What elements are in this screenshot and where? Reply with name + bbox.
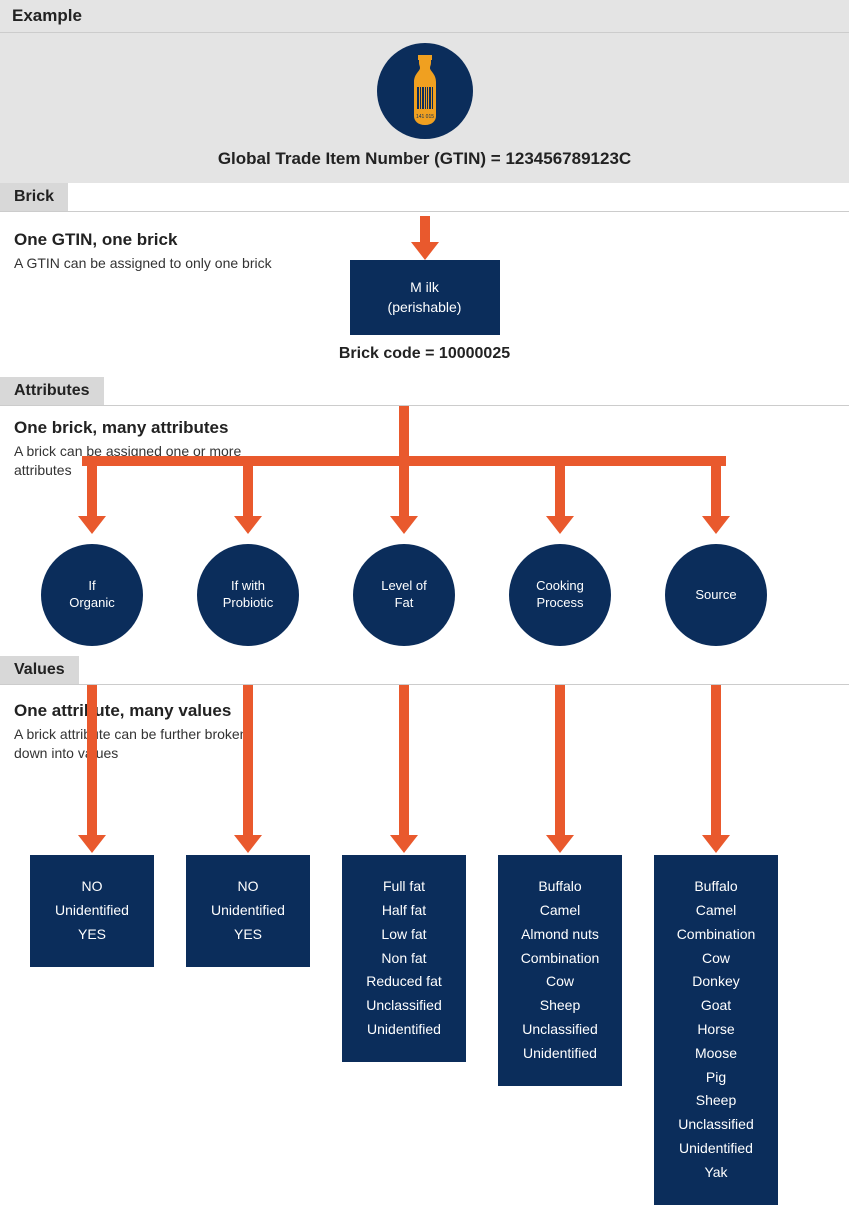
value-item: NO [196,875,300,899]
value-item: Cow [664,947,768,971]
brick-tab-row: Brick [0,183,849,212]
brick-tab: Brick [0,183,68,211]
brick-code-label: Brick code = 10000025 [339,345,510,363]
values-row: One attribute, many values A brick attri… [0,685,849,1227]
attributes-diagram: IfOrganic If withProbiotic Level ofFat Cook… [0,406,849,656]
branch-drop [711,456,721,516]
value-arrow-stem [399,685,409,835]
branch-arrowhead [234,516,262,534]
branch-drop [243,456,253,516]
values-subtitle: A brick attribute can be further broken … [14,725,274,763]
value-item: Unidentified [508,1042,612,1066]
branch-arrowhead [546,516,574,534]
value-item: Camel [664,899,768,923]
value-item: Unidentified [196,899,300,923]
attributes-row: One brick, many attributes A brick can b… [0,406,849,656]
branch-drop [399,456,409,516]
brick-row: One GTIN, one brick A GTIN can be assign… [0,212,849,377]
value-item: Non fat [352,947,456,971]
value-item: Almond nuts [508,923,612,947]
value-box: BuffaloCamelCombinationCowDonkeyGoatHors… [654,855,778,1204]
values-tab: Values [0,656,79,684]
value-item: Reduced fat [352,970,456,994]
value-arrowhead [546,835,574,853]
value-item: Cow [508,970,612,994]
value-item: YES [40,923,144,947]
attributes-tab-row: Attributes [0,377,849,406]
value-item: Buffalo [508,875,612,899]
attribute-circle: IfOrganic [41,544,143,646]
value-arrow-stem [87,685,97,835]
svg-text:141 015: 141 015 [415,114,433,120]
value-item: Yak [664,1161,768,1185]
value-item: Combination [508,947,612,971]
value-arrow-stem [243,685,253,835]
value-item: Unidentified [40,899,144,923]
value-arrowhead [78,835,106,853]
branch-arrowhead [78,516,106,534]
product-icon-circle: 141 015 [377,43,473,139]
gtin-label: Global Trade Item Number (GTIN) = 123456… [0,149,849,169]
bottle-icon: 141 015 [403,55,447,127]
brick-box-line2: (perishable) [380,298,470,318]
value-box: NOUnidentifiedYES [30,855,154,966]
value-arrow-stem [555,685,565,835]
value-item: Moose [664,1042,768,1066]
attribute-circle: If withProbiotic [197,544,299,646]
branch-arrowhead [702,516,730,534]
value-item: Unclassified [664,1113,768,1137]
values-tab-row: Values [0,656,849,685]
value-arrowhead [390,835,418,853]
value-item: Low fat [352,923,456,947]
brick-desc: One GTIN, one brick A GTIN can be assign… [14,230,274,273]
value-item: Combination [664,923,768,947]
value-item: Donkey [664,970,768,994]
value-box: Full fatHalf fatLow fatNon fatReduced fa… [342,855,466,1062]
value-arrowhead [702,835,730,853]
value-arrowhead [234,835,262,853]
value-item: Full fat [352,875,456,899]
attribute-circle: Level ofFat [353,544,455,646]
value-item: Sheep [508,994,612,1018]
values-title: One attribute, many values [14,701,274,721]
value-item: Buffalo [664,875,768,899]
attribute-circle: CookingProcess [509,544,611,646]
brick-subtitle: A GTIN can be assigned to only one brick [14,254,274,273]
value-item: Unidentified [352,1018,456,1042]
value-item: Unidentified [664,1137,768,1161]
attributes-tab: Attributes [0,377,104,405]
value-item: Camel [508,899,612,923]
value-item: Horse [664,1018,768,1042]
value-box: BuffaloCamelAlmond nutsCombinationCowShe… [498,855,622,1085]
branch-arrowhead [390,516,418,534]
value-item: Unclassified [508,1018,612,1042]
value-box: NOUnidentifiedYES [186,855,310,966]
arrow-gtin-to-brick [411,216,439,260]
brick-box: M ilk (perishable) [350,260,500,335]
value-item: Sheep [664,1089,768,1113]
value-item: Half fat [352,899,456,923]
example-area: 141 015 Global Trade Item Number (GTIN) … [0,33,849,183]
value-item: YES [196,923,300,947]
value-item: NO [40,875,144,899]
value-item: Goat [664,994,768,1018]
brick-title: One GTIN, one brick [14,230,274,250]
value-arrow-stem [711,685,721,835]
value-item: Pig [664,1066,768,1090]
branch-drop [555,456,565,516]
attribute-circle: Source [665,544,767,646]
value-item: Unclassified [352,994,456,1018]
example-header: Example [0,0,849,33]
values-desc: One attribute, many values A brick attri… [14,701,274,763]
brick-box-line1: M ilk [380,278,470,298]
branch-drop [87,456,97,516]
